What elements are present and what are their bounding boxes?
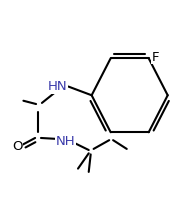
Text: HN: HN	[48, 80, 67, 93]
Text: F: F	[152, 51, 159, 64]
Text: O: O	[12, 140, 23, 153]
Text: NH: NH	[56, 135, 75, 148]
